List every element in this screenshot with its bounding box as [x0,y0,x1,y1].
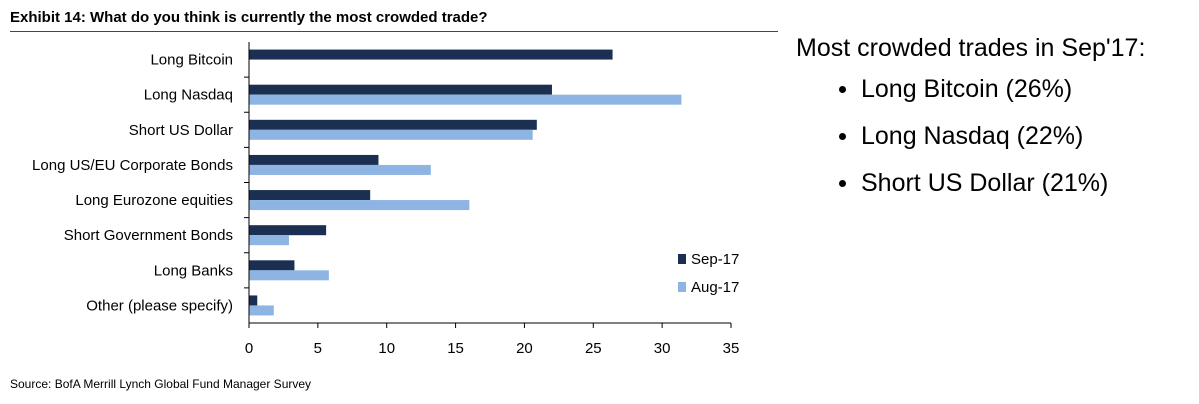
bar-aug-17 [249,164,431,175]
bar-sep-17 [249,225,327,236]
x-tick-label: 10 [378,340,395,357]
summary-panel: Most crowded trades in Sep'17: Long Bitc… [796,30,1191,215]
chart-legend: Sep-17 Aug-17 [678,251,739,296]
labels-layer: Long Bitcoin Long Nasdaq Short US Dollar Lo… [32,52,739,357]
category-label: Short US Dollar [129,122,233,139]
legend-label: Aug-17 [691,279,739,296]
category-label: Long Eurozone equities [75,192,233,209]
source-note: Source: BofA Merrill Lynch Global Fund M… [10,377,312,391]
x-tick-label: 0 [245,340,253,357]
summary-item: Short US Dollar (21%) [796,168,1191,198]
bar-sep-17 [249,260,295,271]
bar-aug-17 [249,200,470,211]
legend-swatch-sep-17 [678,254,686,264]
x-tick-label: 25 [585,340,602,357]
title-divider [10,31,778,32]
category-label: Long Nasdaq [144,87,233,104]
x-tick-label: 30 [654,340,671,357]
bar-aug-17 [249,270,329,281]
bar-sep-17 [249,295,258,306]
bars-layer [249,49,682,316]
bar-aug-17 [249,129,533,140]
summary-item: Long Nasdaq (22%) [796,121,1191,151]
bar-sep-17 [249,154,379,165]
summary-item: Long Bitcoin (26%) [796,74,1191,104]
bar-sep-17 [249,49,613,60]
legend-swatch-aug-17 [678,282,686,292]
summary-heading: Most crowded trades in Sep'17: [796,34,1146,62]
category-label: Long Bitcoin [150,52,233,69]
bullet-icon [839,180,846,187]
bar-aug-17 [249,94,682,105]
x-tick-label: 15 [447,340,464,357]
summary-item-text: Long Nasdaq (22%) [861,122,1084,150]
bar-sep-17 [249,190,371,201]
category-label: Short Government Bonds [64,227,233,244]
category-label: Other (please specify) [86,297,233,314]
category-label: Long Banks [154,262,233,279]
summary-item-text: Long Bitcoin (26%) [861,75,1073,103]
bar-sep-17 [249,119,537,130]
bullet-icon [839,133,846,140]
summary-list: Long Bitcoin (26%) Long Nasdaq (22%) Sho… [796,74,1191,198]
legend-label: Sep-17 [691,251,739,268]
bullet-icon [839,86,846,93]
summary-item-text: Short US Dollar (21%) [861,169,1109,197]
bar-sep-17 [249,84,552,95]
category-label: Long US/EU Corporate Bonds [32,157,233,174]
x-tick-label: 35 [723,340,740,357]
x-tick-label: 20 [516,340,533,357]
bar-aug-17 [249,235,289,246]
axes-layer [244,42,732,328]
x-tick-label: 5 [314,340,322,357]
crowded-trade-chart: Long Bitcoin Long Nasdaq Short US Dollar Lo… [32,42,739,357]
exhibit-title: Exhibit 14: What do you think is current… [10,9,488,26]
bar-aug-17 [249,305,274,316]
